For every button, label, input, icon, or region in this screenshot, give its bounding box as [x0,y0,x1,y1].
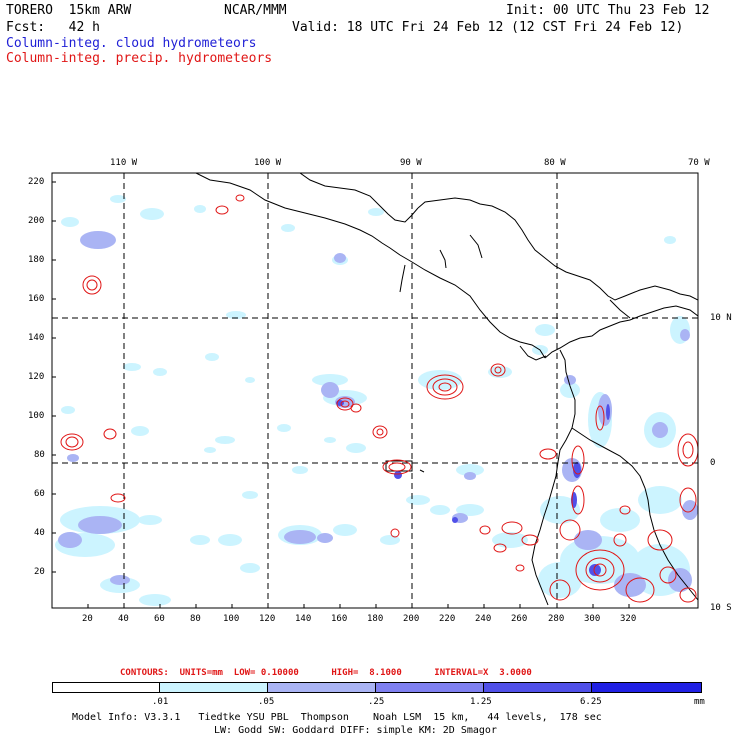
x-tick-label: 160 [331,614,348,624]
y-tick-label: 220 [28,177,45,187]
y-tick-label: 60 [34,489,45,499]
lat-label-10n: 10 N [710,313,732,323]
x-tick-label: 140 [295,614,312,624]
lon-label-70w: 70 W [688,158,710,168]
y-tick-label: 100 [28,411,45,421]
colorbar-level: .25 [368,697,385,707]
x-tick-label: 20 [82,614,93,624]
colorbar-level: 1.25 [470,697,492,707]
y-tick-label: 40 [34,528,45,538]
axis-ticks [52,181,630,608]
lat-label-0: 0 [710,458,716,468]
lat-label-10s: 10 S [710,603,732,613]
y-tick-label: 120 [28,372,45,382]
y-tick-label: 160 [28,294,45,304]
x-tick-label: 200 [403,614,420,624]
y-tick-label: 200 [28,216,45,226]
cloud-shading-medium [58,231,698,597]
colorbar-bin-5 [591,682,702,693]
y-tick-label: 180 [28,255,45,265]
legend-precip-hydrometeors: Column-integ. precip. hydrometeors [6,51,273,66]
y-tick-label: 80 [34,450,45,460]
x-tick-label: 240 [475,614,492,624]
y-tick-label: 20 [34,567,45,577]
valid-time: Valid: 18 UTC Fri 24 Feb 12 (12 CST Fri … [292,20,684,35]
colorbar-bin-3 [375,682,484,693]
colorbar-bin-1 [159,682,268,693]
x-tick-label: 280 [548,614,565,624]
colorbar-level: .05 [258,697,275,707]
colorbar-level: .01 [152,697,169,707]
contour-info: CONTOURS: UNITS=mm LOW= 0.10000 HIGH= 8.… [120,668,532,678]
plot-frame [51,172,699,609]
x-tick-label: 40 [118,614,129,624]
colorbar-bin-4 [483,682,592,693]
org-label: NCAR/MMM [224,3,287,18]
coastlines [195,173,698,606]
x-tick-label: 260 [511,614,528,624]
init-time: Init: 00 UTC Thu 23 Feb 12 [506,3,710,18]
x-tick-label: 120 [259,614,276,624]
x-tick-label: 320 [620,614,637,624]
y-tick-label: 140 [28,333,45,343]
graticule [52,173,698,608]
lon-label-80w: 80 W [544,158,566,168]
colorbar-units: mm [694,697,705,707]
legend-cloud-hydrometeors: Column-integ. cloud hydrometeors [6,36,257,51]
colorbar-bin-2 [267,682,376,693]
x-tick-label: 220 [439,614,456,624]
colorbar-bin-0 [52,682,160,693]
x-tick-label: 180 [367,614,384,624]
x-tick-label: 60 [154,614,165,624]
lon-label-90w: 90 W [400,158,422,168]
model-info-line2: LW: Godd SW: Goddard DIFF: simple KM: 2D… [214,725,497,736]
model-info-line1: Model Info: V3.3.1 Tiedtke YSU PBL Thomp… [72,712,602,723]
forecast-hour: Fcst: 42 h [6,20,100,35]
precip-contours [60,194,698,603]
lon-label-100w: 100 W [254,158,282,168]
x-tick-label: 80 [190,614,201,624]
x-tick-label: 300 [584,614,601,624]
model-title: TORERO 15km ARW [6,3,132,18]
colorbar-level: 6.25 [580,697,602,707]
x-tick-label: 100 [223,614,240,624]
lon-label-110w: 110 W [110,158,138,168]
